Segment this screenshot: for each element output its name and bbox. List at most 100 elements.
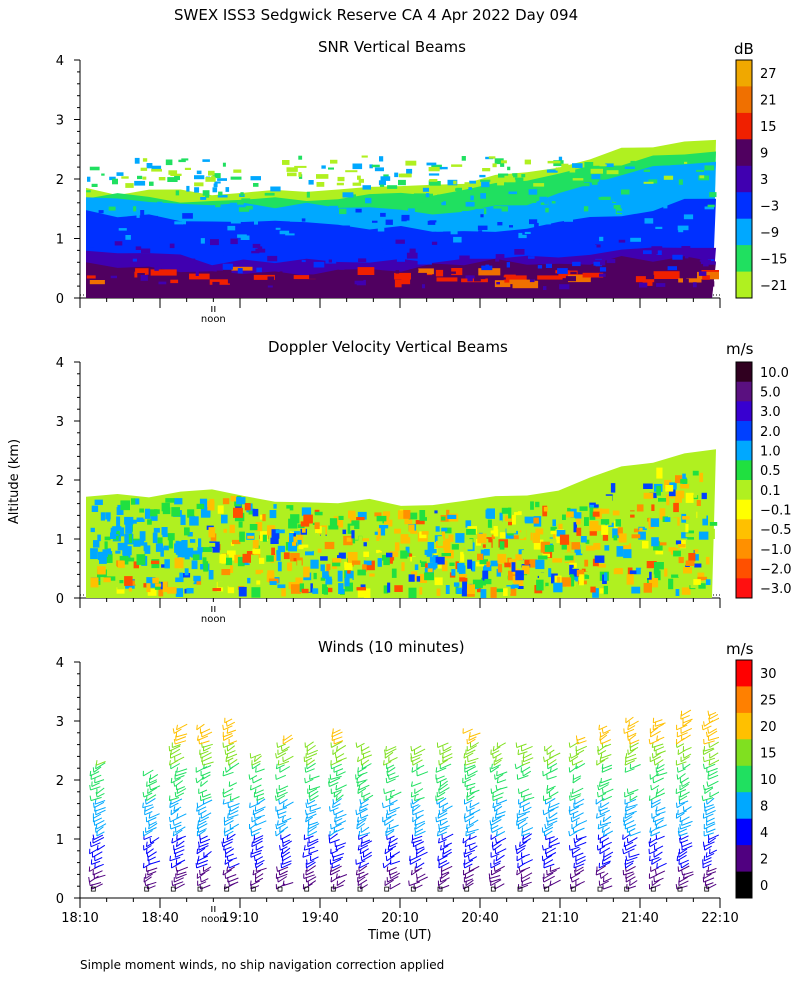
wind-barb	[707, 780, 719, 787]
wind-barb	[357, 845, 360, 851]
doppler-speck	[119, 555, 129, 565]
colorbar-3-frame	[735, 659, 753, 899]
snr-speck	[513, 185, 521, 189]
doppler-speck	[484, 578, 492, 585]
doppler-speck	[116, 516, 121, 528]
doppler-speck	[276, 550, 281, 561]
doppler-speck	[482, 570, 489, 581]
doppler-speck	[126, 549, 130, 556]
doppler-speck	[411, 581, 418, 591]
wind-barb	[704, 786, 714, 791]
wind-barb	[707, 710, 710, 716]
snr-speck	[481, 181, 490, 188]
doppler-speck	[436, 588, 441, 596]
wind-barb	[544, 823, 547, 830]
doppler-speck	[678, 544, 686, 548]
wind-barb	[147, 871, 157, 876]
wind-barb	[682, 763, 691, 770]
doppler-speck	[654, 570, 661, 581]
snr-upper-cell	[572, 178, 584, 181]
wind-barb	[468, 866, 471, 872]
wind-barb	[304, 809, 307, 815]
doppler-speck	[505, 544, 513, 551]
snr-upper-cell	[606, 170, 619, 175]
wind-barb	[386, 828, 395, 833]
wind-barb	[676, 854, 687, 862]
snr-speck	[591, 173, 601, 180]
wind-barb	[275, 829, 285, 837]
snr-speck	[279, 271, 283, 275]
snr-speck	[275, 227, 281, 230]
snr-speck	[133, 206, 137, 212]
wind-barb	[547, 820, 558, 826]
doppler-speck	[697, 510, 707, 519]
wind-barb	[282, 802, 285, 808]
wind-barb	[304, 757, 313, 763]
wind-barb	[601, 827, 610, 833]
wind-barb	[490, 750, 500, 756]
wind-barb	[174, 756, 185, 763]
doppler-speck	[133, 540, 141, 547]
wind-barb	[223, 838, 234, 844]
doppler-speck	[525, 520, 535, 524]
snr-upper-cell	[547, 160, 561, 164]
doppler-speck	[320, 577, 325, 581]
snr-speck	[255, 248, 266, 253]
doppler-speck	[408, 524, 415, 532]
wind-barb	[548, 802, 560, 809]
doppler-speck	[262, 514, 266, 522]
doppler-speck	[380, 541, 389, 551]
snr-speck	[237, 268, 243, 274]
doppler-speck	[580, 533, 587, 543]
snr-speck	[175, 190, 180, 196]
snr-speck	[417, 272, 427, 278]
wind-barb	[462, 778, 472, 784]
wind-barb	[309, 838, 319, 844]
wind-barb	[493, 866, 496, 872]
wind-barb	[251, 840, 263, 848]
snr-patch	[89, 280, 105, 285]
wind-barb	[276, 764, 285, 770]
doppler-speck	[600, 519, 610, 525]
wind-barb	[602, 788, 614, 795]
doppler-speck	[187, 509, 195, 518]
snr-speck	[459, 255, 470, 260]
wind-barb	[602, 729, 611, 734]
wind-barb	[332, 809, 335, 815]
wind-barb	[575, 880, 585, 887]
snr-speck	[215, 202, 221, 208]
doppler-speck	[163, 545, 169, 551]
wind-barb	[412, 809, 424, 816]
wind-barb	[573, 775, 582, 780]
snr-speck	[565, 276, 576, 282]
noon-label-1: noon	[201, 314, 226, 325]
wind-barb	[416, 873, 426, 879]
doppler-speck	[579, 506, 588, 511]
doppler-speck	[514, 511, 522, 516]
wind-barb	[466, 823, 468, 830]
wind-barb	[251, 760, 261, 766]
colorbar-3-tick-label: 20	[760, 720, 777, 735]
wind-ground-marker	[330, 886, 336, 892]
doppler-speck	[169, 562, 174, 573]
snr-upper-cell	[506, 179, 516, 183]
doppler-speck	[658, 545, 663, 554]
doppler-speck	[344, 582, 353, 592]
snr-speck	[672, 254, 683, 260]
wind-barb	[196, 735, 199, 741]
wind-barb	[143, 835, 152, 841]
snr-speck	[579, 240, 584, 244]
wind-barb	[146, 781, 158, 787]
snr-patch	[537, 275, 563, 280]
snr-speck	[681, 246, 691, 251]
wind-barb	[542, 771, 552, 777]
colorbar-2-segment	[736, 578, 752, 599]
snr-speck	[443, 204, 449, 209]
snr-speck	[428, 173, 440, 176]
wind-barb	[492, 816, 502, 823]
snr-speck	[86, 190, 91, 193]
wind-barb	[439, 809, 448, 816]
wind-barb	[356, 808, 368, 816]
colorbar-2-segment	[736, 381, 752, 402]
wind-barb	[411, 839, 422, 844]
